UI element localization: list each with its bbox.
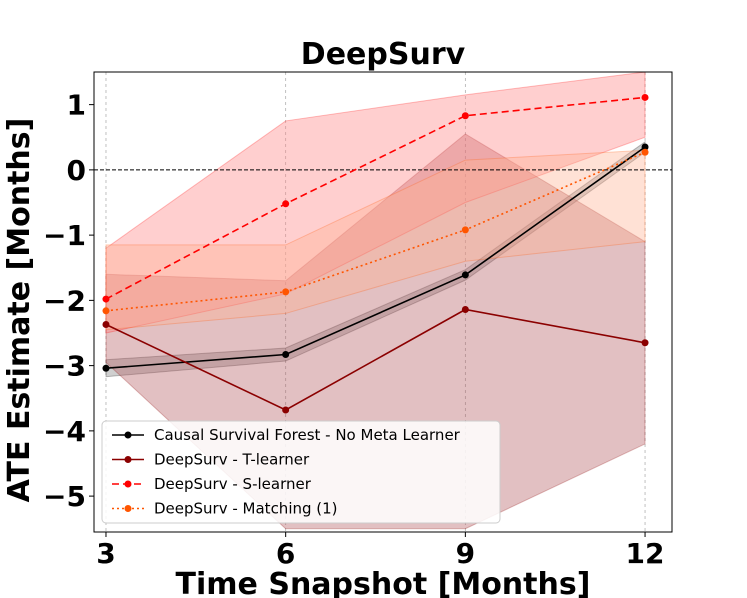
data-point [102,364,110,372]
y-tick-label: −2 [43,284,86,317]
legend-marker [124,431,132,439]
y-tick-label: −5 [43,480,86,513]
series-line [105,308,646,411]
data-point [641,339,649,347]
x-tick-label: 6 [276,537,295,570]
series-line [105,151,646,312]
legend-label: DeepSurv - S-learner [154,475,312,493]
x-tick-label: 9 [456,537,475,570]
legend-label: DeepSurv - Matching (1) [154,500,338,518]
legend-box [101,420,501,524]
data-point [102,307,110,315]
data-point [282,351,290,359]
y-tick-label: −3 [43,350,86,383]
y-tick-label: 0 [67,154,86,187]
y-tick-label: −1 [43,219,86,252]
axis-ticks: 3 6 9 12 −5 −4 −3 −2 −1 0 1 [43,89,664,570]
data-point [282,406,290,414]
data-point [641,143,649,151]
y-axis-title: ATE Estimate [Months] [2,118,37,503]
legend-marker [124,505,132,512]
data-point [282,288,290,296]
data-point [282,200,290,208]
data-point [461,226,469,234]
data-point [461,112,469,120]
confidence-band [105,149,646,331]
data-point [461,306,469,314]
plot-frame [93,71,673,533]
data-point [641,93,649,101]
legend-label: Causal Survival Forest - No Meta Learner [154,426,461,444]
confidence-band [105,72,646,334]
data-point [102,321,110,329]
x-axis-title: Time Snapshot [Months] [176,567,591,598]
data-point [102,295,110,303]
x-tick-label: 3 [96,537,115,570]
data-point [461,271,469,279]
legend-marker [124,456,132,463]
chart-title: DeepSurv [301,37,466,72]
legend: Causal Survival Forest - No Meta Learner… [101,420,501,524]
data-point [641,148,649,156]
y-tick-label: −4 [43,415,86,448]
x-tick-label: 12 [626,537,665,570]
legend-marker [124,480,132,488]
series-line [105,96,646,300]
y-tick-label: 1 [67,89,86,122]
series-line [105,146,646,370]
series-lines [102,93,649,414]
legend-label: DeepSurv - T-learner [154,451,310,469]
